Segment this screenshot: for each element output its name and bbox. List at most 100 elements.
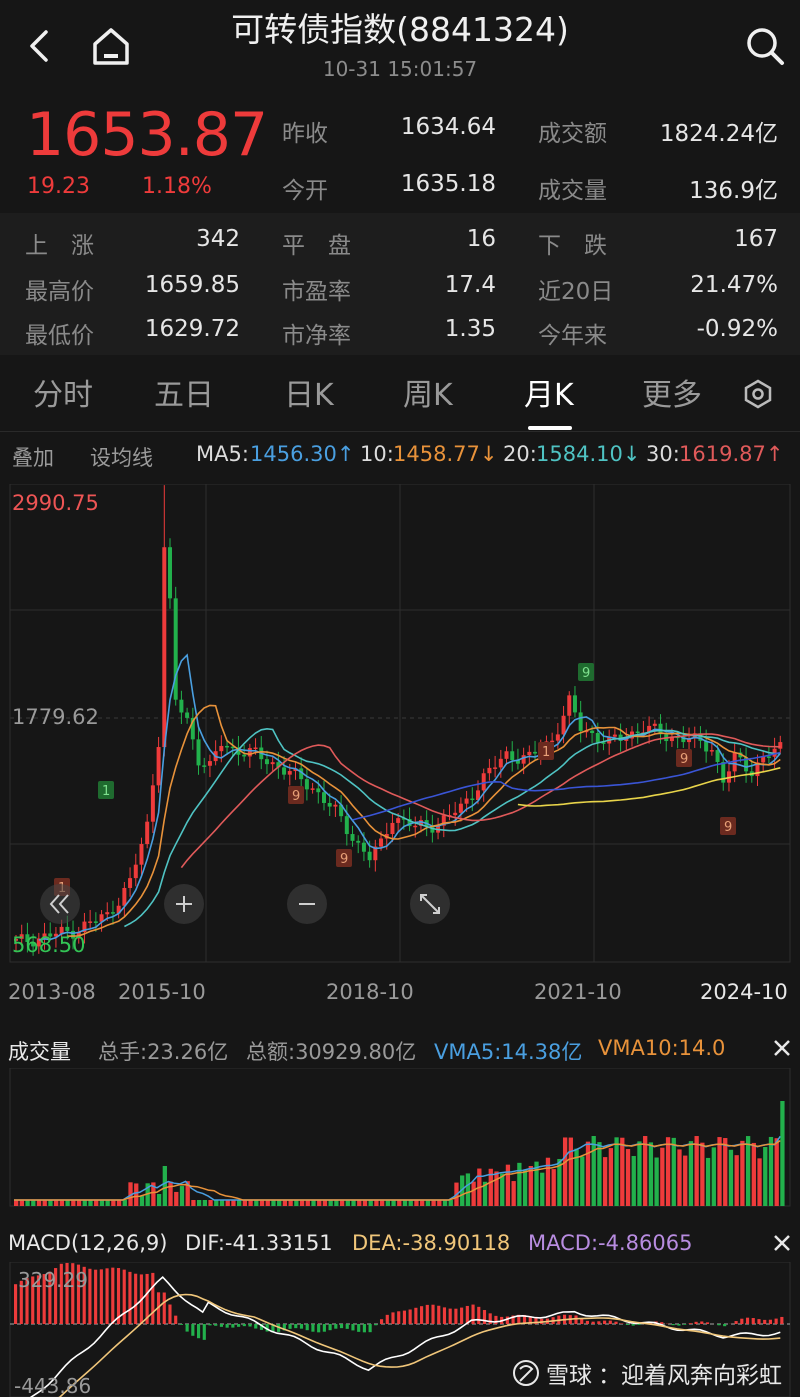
rewind-button[interactable] bbox=[40, 884, 80, 924]
macd-bar bbox=[660, 1322, 664, 1324]
overlay-button[interactable]: 叠加 bbox=[12, 446, 54, 470]
macd-bar bbox=[637, 1324, 641, 1325]
zoom-out-button[interactable] bbox=[287, 884, 327, 924]
candle-body bbox=[322, 792, 326, 803]
candle-body bbox=[738, 752, 743, 758]
candle-body bbox=[99, 914, 104, 922]
candle-body bbox=[647, 725, 652, 733]
macd-bar bbox=[597, 1321, 601, 1324]
period-tabs: 分时 五日 日K 周K 月K 更多 bbox=[0, 356, 800, 432]
volume-bar bbox=[362, 1200, 368, 1206]
volume-bar bbox=[517, 1162, 522, 1206]
back-button[interactable] bbox=[18, 24, 62, 68]
macd-bar bbox=[631, 1324, 635, 1326]
candle-body bbox=[396, 818, 401, 823]
volume-bar bbox=[19, 1200, 25, 1206]
volume-bar bbox=[214, 1200, 219, 1206]
macd-bar bbox=[362, 1324, 366, 1333]
dif-value: DIF:-41.33151 bbox=[185, 1231, 333, 1255]
search-button[interactable] bbox=[740, 22, 790, 70]
ytd-label: 今年来 bbox=[538, 323, 607, 349]
volume-bar bbox=[54, 1200, 59, 1206]
volume-bar bbox=[665, 1137, 671, 1206]
macd-bar bbox=[460, 1307, 464, 1324]
candle-body bbox=[242, 754, 247, 757]
macd-bar bbox=[740, 1318, 744, 1324]
volume-bar bbox=[311, 1200, 316, 1206]
home-button[interactable] bbox=[86, 24, 136, 68]
candle-body bbox=[698, 733, 703, 741]
volume-bar bbox=[288, 1200, 293, 1206]
candle-body bbox=[65, 926, 70, 931]
macd-bar bbox=[368, 1324, 372, 1333]
volume-chart[interactable] bbox=[0, 1068, 800, 1208]
candle-body bbox=[93, 921, 98, 923]
prev-close-label: 昨收 bbox=[282, 121, 328, 147]
macd-bar bbox=[259, 1324, 264, 1330]
volume-bar bbox=[322, 1200, 328, 1206]
stats-panel bbox=[0, 213, 800, 355]
macd-title: MACD(12,26,9) bbox=[8, 1231, 168, 1255]
macd-bar bbox=[494, 1315, 498, 1324]
macd-bar bbox=[237, 1324, 241, 1327]
volume-bar bbox=[31, 1200, 36, 1206]
tab-monthly-k[interactable]: 月K bbox=[524, 378, 574, 413]
macd-bar bbox=[219, 1324, 224, 1327]
tab-daily-k[interactable]: 日K bbox=[284, 378, 334, 413]
set-ma-button[interactable]: 设均线 bbox=[90, 446, 153, 470]
macd-bar bbox=[517, 1314, 521, 1324]
volume-bar bbox=[25, 1200, 30, 1206]
macd-bar bbox=[31, 1276, 35, 1324]
volume-bar bbox=[208, 1200, 213, 1206]
volume-bar bbox=[437, 1200, 442, 1206]
close-volume-button[interactable] bbox=[770, 1032, 794, 1067]
zoom-in-button[interactable] bbox=[164, 884, 204, 924]
macd-bar bbox=[688, 1323, 692, 1324]
macd-bar bbox=[334, 1324, 338, 1329]
macd-bar bbox=[723, 1324, 727, 1327]
macd-chart[interactable]: 329.29 -443.86 bbox=[0, 1262, 800, 1397]
candle-body bbox=[299, 768, 304, 780]
candle-body bbox=[470, 798, 475, 801]
candle-body bbox=[504, 751, 509, 759]
candle-body bbox=[401, 818, 406, 820]
chart-settings-button[interactable] bbox=[736, 372, 780, 416]
macd-bar bbox=[768, 1319, 772, 1324]
volume-bar bbox=[551, 1169, 556, 1206]
macd-bar bbox=[437, 1305, 441, 1324]
candle-body bbox=[418, 820, 423, 826]
close-icon bbox=[774, 1040, 790, 1056]
candle-body bbox=[510, 751, 515, 761]
volume-bar bbox=[248, 1200, 253, 1206]
macd-bar bbox=[625, 1324, 630, 1326]
close-macd-button[interactable] bbox=[770, 1227, 794, 1262]
candle-body bbox=[498, 758, 503, 768]
candle-body bbox=[19, 934, 24, 939]
macd-bar bbox=[357, 1324, 361, 1332]
candle-body bbox=[333, 804, 338, 807]
watermark-text: ：迎着风奔向彩虹 bbox=[598, 1363, 782, 1389]
tab-more[interactable]: 更多 bbox=[642, 378, 702, 413]
tab-intraday[interactable]: 分时 bbox=[33, 378, 93, 413]
candle-body bbox=[14, 938, 18, 941]
volume-bar bbox=[299, 1200, 305, 1206]
volume-bar bbox=[59, 1200, 65, 1206]
icon-stroke bbox=[49, 894, 69, 914]
volume-bar bbox=[122, 1200, 127, 1206]
volume-bar bbox=[202, 1200, 207, 1206]
vma5-value: VMA5:14.38亿 bbox=[434, 1040, 583, 1064]
volume-bar bbox=[151, 1182, 156, 1206]
candle-body bbox=[230, 746, 235, 749]
volume-bar bbox=[14, 1200, 19, 1206]
tab-five-day[interactable]: 五日 bbox=[154, 378, 214, 413]
macd-bar bbox=[448, 1308, 452, 1324]
tab-weekly-k[interactable]: 周K bbox=[403, 378, 453, 413]
volume-bar bbox=[780, 1101, 785, 1206]
candle-body bbox=[761, 756, 766, 763]
search-icon bbox=[747, 28, 784, 65]
volume-bar bbox=[505, 1164, 511, 1206]
volume-bar bbox=[643, 1136, 648, 1206]
td-marker-label: 9 bbox=[292, 789, 300, 804]
fullscreen-button[interactable] bbox=[410, 884, 450, 924]
